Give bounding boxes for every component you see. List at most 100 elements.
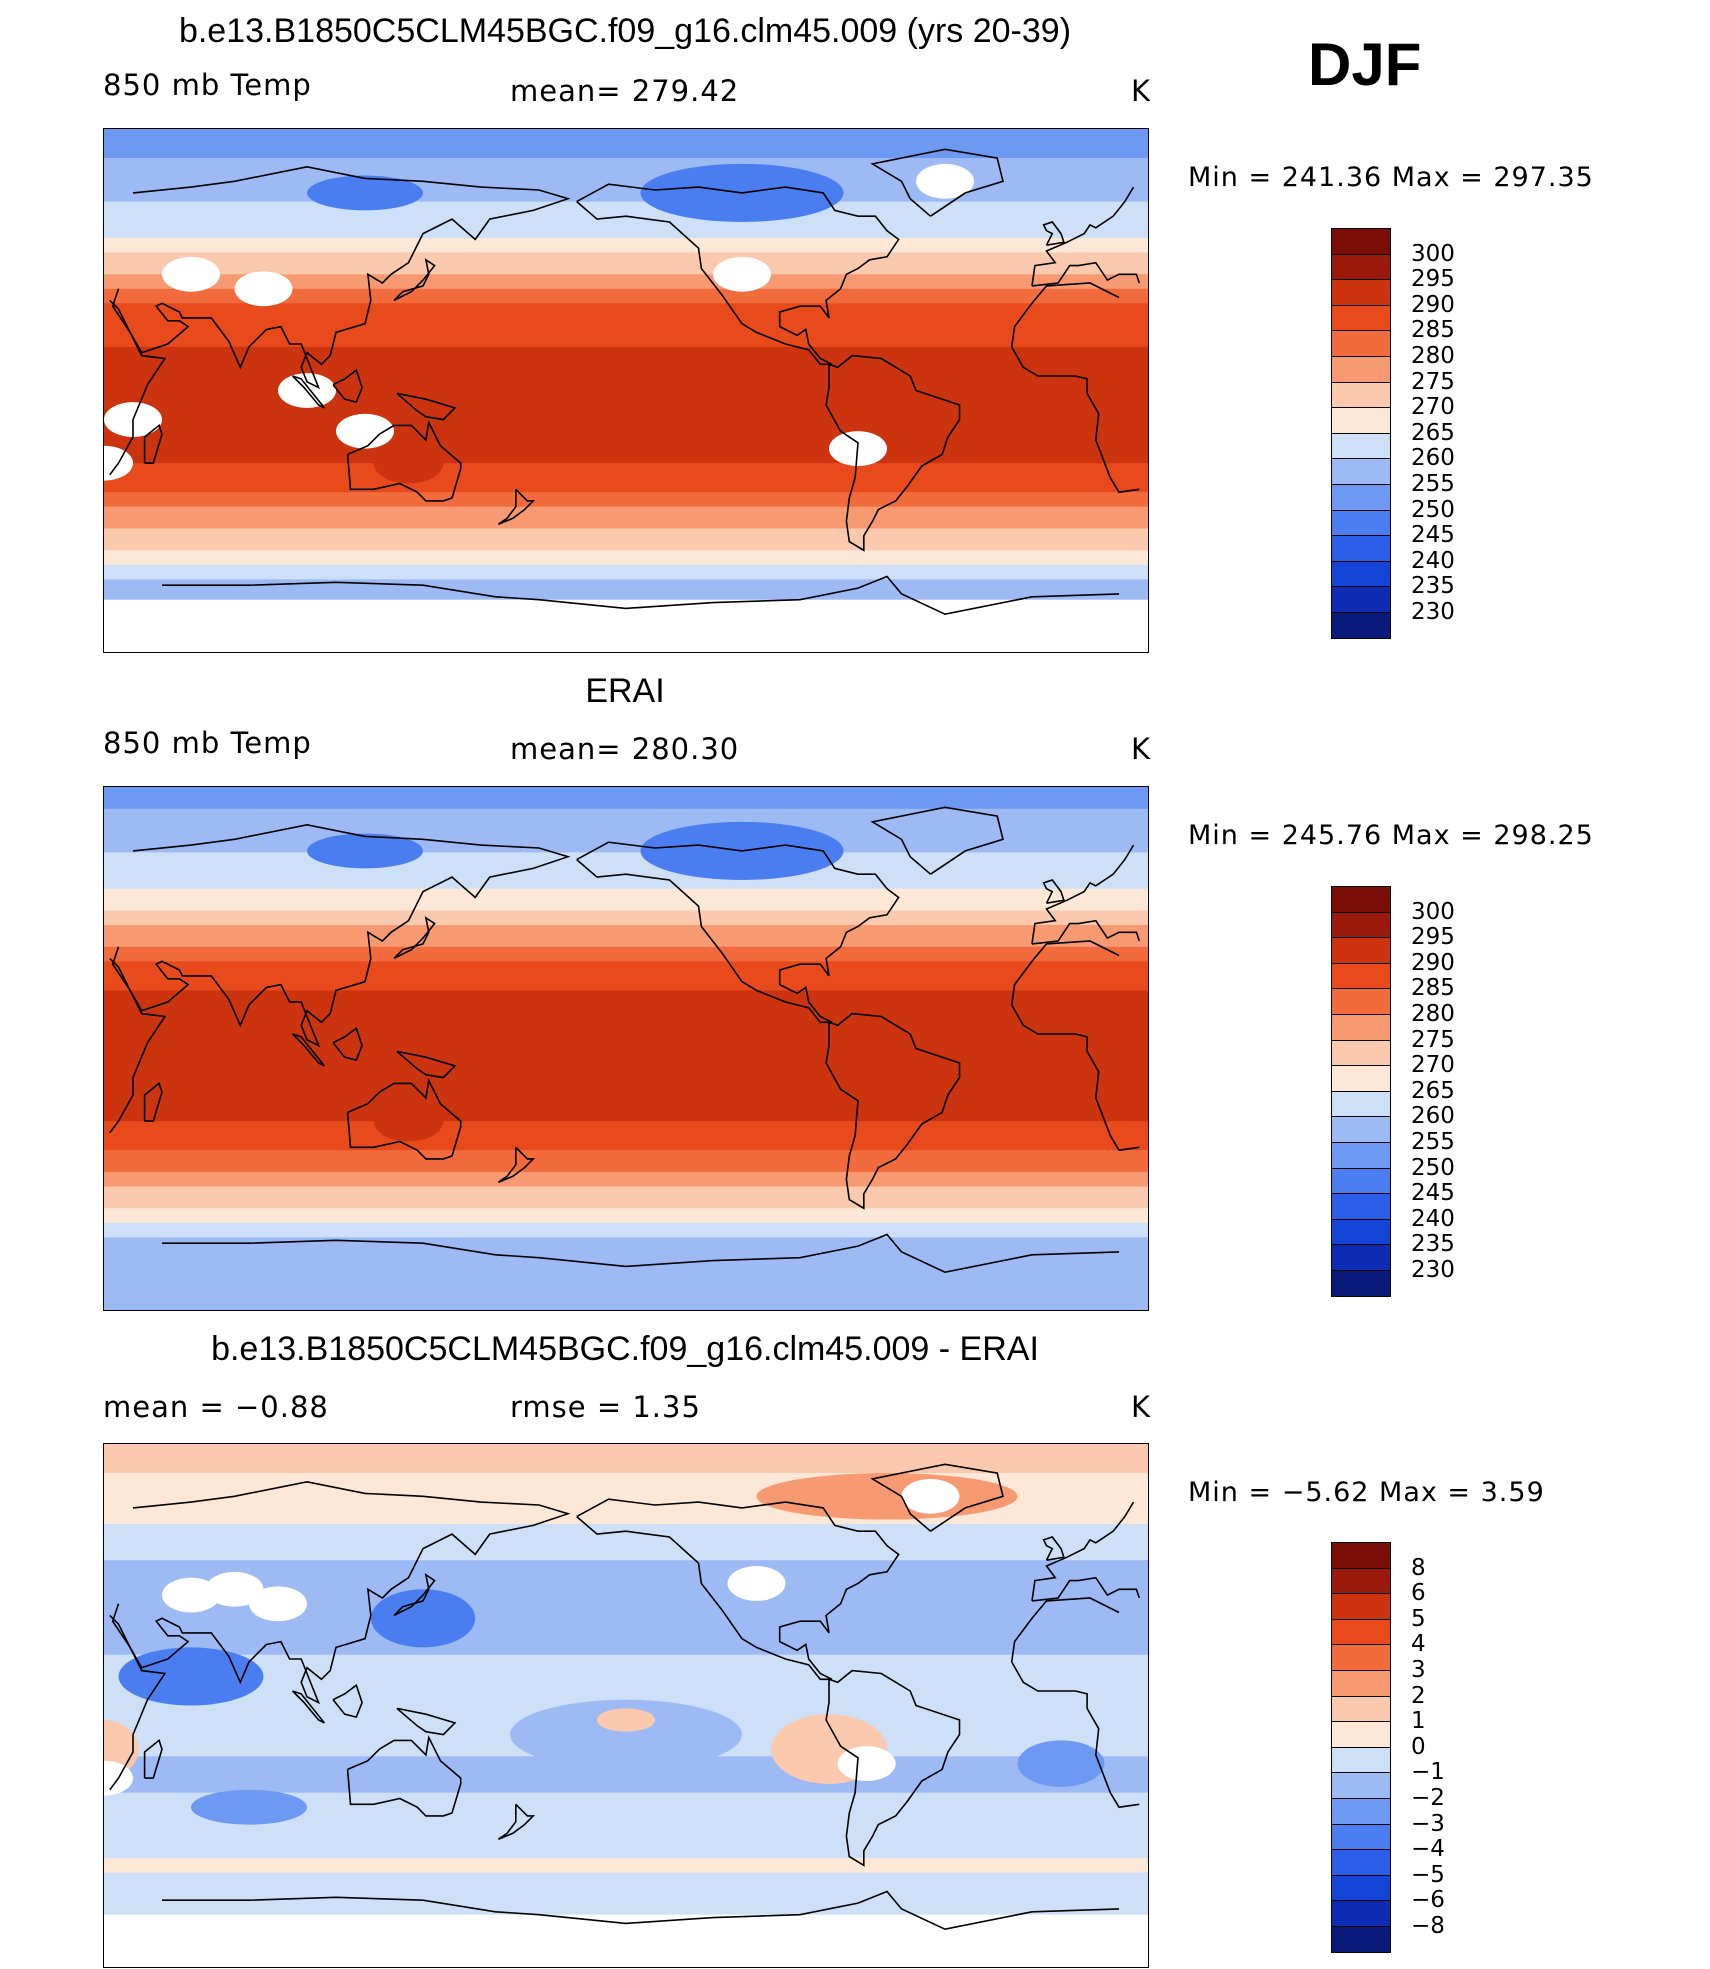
field-band: [104, 1560, 1148, 1569]
field-band: [104, 968, 1148, 977]
warm-region: [307, 1013, 655, 1084]
field-band: [104, 1821, 1148, 1830]
field-band: [104, 426, 1148, 435]
field-band: [104, 866, 1148, 875]
colorbar-level-label: 240: [1411, 1205, 1455, 1232]
field-band: [104, 801, 1148, 810]
field-band: [104, 1208, 1148, 1217]
field-band: [104, 975, 1148, 984]
colorbar-level-label: 2: [1411, 1682, 1426, 1709]
field-band: [104, 1070, 1148, 1079]
field-band: [104, 1004, 1148, 1013]
field-band: [104, 1828, 1148, 1837]
colorbar-level-label: 280: [1411, 343, 1455, 369]
coastline: [111, 1480, 1141, 1705]
field-band: [104, 1814, 1148, 1823]
field-band: [104, 1150, 1148, 1159]
colorbar-level-label: 255: [1411, 1129, 1455, 1155]
field-band: [104, 339, 1148, 348]
field-band: [104, 852, 1148, 861]
field-band: [104, 1785, 1148, 1794]
field-band: [104, 1121, 1148, 1130]
colorbar-swatch: [1331, 330, 1391, 357]
colorbar-level-label: 5: [1411, 1605, 1426, 1632]
coastline: [497, 1803, 536, 1840]
field-band: [104, 997, 1148, 1006]
colorbar-level-label: 270: [1411, 394, 1455, 421]
missing-region: [901, 1478, 960, 1514]
field-band: [104, 521, 1148, 530]
field-band: [104, 325, 1148, 333]
field-band: [104, 513, 1148, 522]
field-band: [104, 1683, 1148, 1692]
warm-region: [373, 1100, 444, 1142]
colorbar-level-label: 280: [1411, 1001, 1455, 1027]
field-band: [104, 1494, 1148, 1503]
field-band: [104, 932, 1148, 941]
field-band: [104, 910, 1148, 919]
field-band: [104, 1552, 1148, 1561]
missing-region: [916, 163, 974, 199]
colorbar-level-label: 265: [1411, 419, 1455, 446]
colorbar-swatch: [1331, 886, 1391, 913]
field-band: [104, 1596, 1148, 1605]
anomaly-region: [597, 1708, 655, 1732]
coastline: [870, 148, 1004, 217]
field-band: [104, 808, 1148, 817]
colorbar-swatch: [1331, 1746, 1391, 1774]
field-band: [104, 1843, 1148, 1852]
field-band: [104, 1295, 1148, 1304]
panel2-left-label: 850 mb Temp: [103, 726, 312, 760]
field-band: [104, 1473, 1148, 1481]
colorbar-swatch: [1331, 962, 1391, 990]
colorbar-swatch: [1331, 1090, 1391, 1118]
coastline: [393, 258, 436, 302]
field-band: [104, 492, 1148, 501]
colorbar-level-label: 230: [1411, 1257, 1455, 1283]
colorbar-swatch: [1331, 381, 1391, 409]
field-band: [104, 208, 1148, 217]
anomaly-region: [1017, 1740, 1105, 1787]
field-band: [104, 1661, 1148, 1670]
cold-region: [307, 833, 423, 869]
field-band: [104, 823, 1148, 832]
coastline: [109, 940, 1140, 1152]
coastline: [1042, 1536, 1065, 1561]
coastline: [162, 1890, 1120, 1931]
panel2-minmax: Min = 245.76 Max = 298.25: [1188, 820, 1594, 851]
missing-region: [336, 413, 394, 449]
field-band: [104, 1502, 1148, 1510]
field-band: [104, 1280, 1148, 1289]
warm-region: [307, 355, 655, 426]
coastline: [109, 282, 1140, 494]
coastline: [396, 1050, 457, 1079]
panel3-units: K: [1131, 1390, 1152, 1424]
field-band: [104, 303, 1148, 312]
field-band: [104, 954, 1148, 962]
colorbar-level-label: 275: [1411, 1026, 1455, 1053]
field-band: [104, 274, 1148, 283]
field-band: [104, 1582, 1148, 1590]
field-band: [104, 1157, 1148, 1166]
colorbar-swatch: [1331, 1218, 1391, 1246]
field-band: [104, 470, 1148, 479]
field-band: [104, 961, 1148, 970]
field-band: [104, 448, 1148, 457]
panel3-minmax: Min = −5.62 Max = 3.59: [1188, 1477, 1545, 1508]
panel2-units: K: [1131, 732, 1152, 766]
field-band: [104, 179, 1148, 188]
field-band: [104, 1908, 1148, 1917]
field-band: [104, 874, 1148, 883]
colorbar-swatch: [1331, 1244, 1391, 1271]
missing-region: [104, 1914, 1148, 1967]
colorbar-swatch: [1331, 1772, 1391, 1799]
colorbar-level-label: −1: [1411, 1759, 1445, 1786]
coastline: [576, 1498, 900, 1681]
field-band: [104, 1669, 1148, 1678]
field-band: [104, 535, 1148, 544]
colorbar-swatch: [1331, 304, 1391, 332]
colorbar-swatch: [1331, 1874, 1391, 1902]
colorbar-swatch: [1331, 911, 1391, 939]
field-band: [104, 412, 1148, 421]
coastline: [332, 1026, 363, 1062]
